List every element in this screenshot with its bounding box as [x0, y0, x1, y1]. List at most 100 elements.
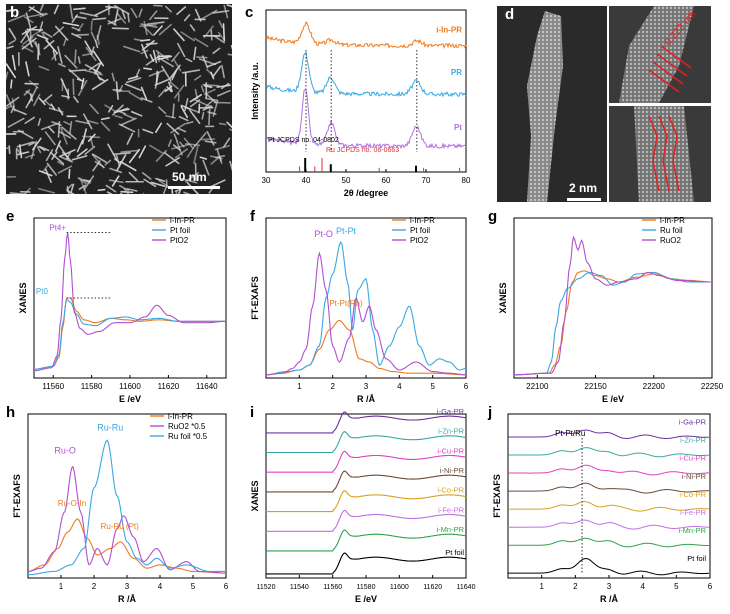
- nanorod: [163, 151, 180, 165]
- nanorod: [44, 168, 52, 183]
- nanorod: [25, 61, 30, 77]
- nanorod: [51, 53, 58, 61]
- nanorod: [142, 172, 152, 180]
- nanorod: [10, 105, 15, 114]
- nanorod: [6, 94, 13, 108]
- nanorod: [120, 117, 137, 126]
- nanorod: [128, 91, 143, 101]
- legend-label: i-In-PR: [660, 216, 685, 225]
- nanorod: [180, 105, 189, 119]
- nanorod: [213, 35, 225, 44]
- nanorod: [105, 184, 117, 193]
- nanorod: [87, 120, 99, 125]
- series-label: i-Mn-PR: [437, 525, 465, 534]
- x-axis-label: E /eV: [602, 394, 624, 404]
- plot-frame: [265, 9, 467, 173]
- nanorod: [44, 100, 51, 107]
- nanorod: [6, 45, 14, 49]
- nanorod: [123, 113, 135, 120]
- x-tick-label: 22150: [584, 382, 607, 391]
- nanorod: [72, 78, 75, 96]
- series-label: i-Ni-PR: [682, 472, 707, 481]
- panel-label-e: e: [6, 208, 15, 225]
- y-axis-label: XANES: [498, 282, 508, 313]
- nanorod-atomic-image: [497, 6, 607, 202]
- nanorod: [6, 96, 20, 107]
- nanorod: [52, 26, 65, 37]
- series-label: Pt foil: [687, 554, 706, 563]
- nanorod: [107, 18, 122, 25]
- nanorod: [63, 38, 67, 47]
- series-line: [508, 429, 709, 439]
- nanorod: [30, 140, 38, 160]
- nanorod: [145, 55, 161, 66]
- nanorod: [66, 190, 75, 194]
- nanorod: [123, 187, 130, 194]
- nanorod: [149, 144, 164, 154]
- nanorod: [7, 14, 26, 23]
- nanorod: [183, 14, 191, 22]
- nanorod: [127, 13, 130, 23]
- nanorod: [69, 120, 73, 135]
- y-axis-label: Intensity /a.u.: [250, 62, 260, 120]
- nanorod: [39, 4, 44, 12]
- x-tick-label: 5: [674, 582, 679, 591]
- nanorod: [185, 57, 193, 63]
- x-tick-label: 11580: [357, 584, 376, 591]
- nanorod: [50, 151, 65, 165]
- nanorod: [73, 96, 79, 104]
- series-line: [266, 470, 467, 493]
- nanorod: [170, 122, 186, 134]
- nanorod: [205, 92, 217, 104]
- x-axis-label: R /Å: [118, 594, 137, 604]
- nanorod: [143, 178, 157, 188]
- nanorod: [227, 53, 232, 56]
- nanorod: [120, 149, 139, 153]
- annotation-label: Pt4+: [49, 224, 66, 233]
- nanorod: [171, 51, 180, 63]
- x-tick-label: 50: [342, 176, 351, 185]
- nanorod: [90, 46, 95, 56]
- pt-xanes-chart: 11560 11580 11600 11620 11640 E /eV XANES i-In-…: [18, 216, 227, 404]
- nanorod: [148, 69, 165, 77]
- series-line: [508, 482, 709, 494]
- nanorod: [121, 9, 126, 20]
- nanorod: [158, 106, 167, 115]
- series-line: [508, 557, 710, 576]
- annotation-label: Pt-Pt(Ru): [329, 299, 363, 308]
- nanorod: [193, 145, 199, 165]
- nanorod: [221, 64, 225, 79]
- xrd-line: [265, 21, 467, 49]
- nanorod: [143, 20, 148, 36]
- xrd-line: [265, 89, 467, 150]
- annotation-label: Ru-O-In: [58, 499, 86, 508]
- nanorod: [42, 31, 53, 38]
- nanorod: [46, 162, 57, 176]
- x-axis-label: 2θ /degree: [344, 188, 388, 198]
- nanorod: [45, 149, 54, 162]
- nanorod: [126, 132, 134, 145]
- nanorod: [18, 144, 23, 159]
- nanorod: [28, 141, 36, 147]
- nanorod: [40, 122, 59, 131]
- nanorod: [104, 159, 112, 166]
- series-label: i-In-PR: [436, 26, 462, 35]
- nanorod: [111, 27, 130, 30]
- series-line: [508, 519, 710, 530]
- legend-label: Ru foil: [660, 226, 683, 235]
- haadf-image-zoom-bottom: [609, 106, 711, 202]
- y-axis-label: FT-EXAFS: [250, 276, 260, 320]
- nanorod: [91, 153, 107, 163]
- nanorod: [152, 49, 158, 64]
- nanorod: [38, 187, 56, 194]
- nanorod: [154, 78, 170, 86]
- nanorod: [126, 77, 142, 84]
- nanorod: [183, 191, 191, 194]
- nanorod: [214, 144, 230, 151]
- nanorod: [104, 104, 117, 113]
- nanorod: [43, 40, 55, 50]
- nanorod: [210, 71, 215, 80]
- nanorod: [208, 108, 211, 126]
- legend-label: RuO2: [660, 236, 681, 245]
- nanorod: [218, 20, 224, 29]
